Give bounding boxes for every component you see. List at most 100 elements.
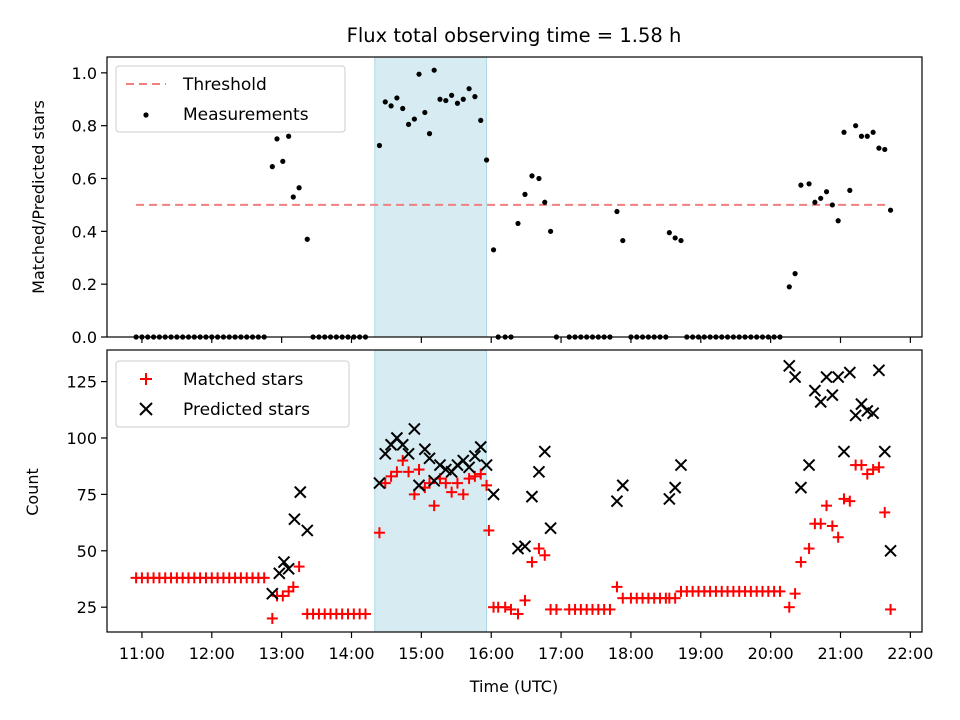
measurement-point [388, 103, 394, 109]
predicted-star-point [402, 447, 415, 460]
matched-star-point [669, 592, 681, 604]
measurement-point [847, 187, 853, 193]
measurement-point [472, 94, 478, 100]
matched-star-point [475, 468, 487, 480]
measurement-point [542, 199, 548, 205]
y-tick-label: 0.0 [72, 328, 97, 347]
measurement-point [870, 129, 876, 135]
measurement-point [887, 207, 894, 213]
measurement-point [426, 131, 433, 137]
x-tick-label: 19:00 [678, 644, 724, 663]
y-tick-label: 0.6 [72, 170, 97, 189]
measurement-point [786, 284, 792, 290]
matched-star-point [815, 518, 827, 530]
legend-matched-label: Matched stars [183, 370, 303, 390]
measurement-point [411, 116, 417, 122]
predicted-star-point [610, 494, 624, 508]
bottom-panel: 25 50 75 100 125 11:00 12:00 13:00 14:00 15:00 16… [23, 349, 933, 696]
matched-star-point [512, 608, 524, 620]
predicted-star-point [288, 512, 301, 526]
matched-star-point [440, 477, 452, 489]
legend-predicted-swatch [139, 402, 153, 416]
measurement-point [460, 96, 466, 102]
predicted-star-point [544, 522, 557, 535]
predicted-star-point [820, 370, 833, 384]
matched-star-point [379, 477, 391, 489]
matched-star-point [277, 590, 289, 602]
matched-star-point [789, 588, 801, 600]
measurement-point [290, 194, 296, 200]
measurement-point [382, 99, 388, 105]
legend-matched-swatch [140, 373, 152, 385]
matched-star-point [505, 603, 517, 615]
legend-measurements-swatch [143, 112, 149, 118]
matched-star-point [539, 549, 551, 561]
predicted-star-point [837, 445, 851, 458]
measurement-point [672, 235, 678, 241]
measurement-point [515, 220, 521, 227]
measurement-point [422, 109, 428, 116]
predicted-star-point [849, 409, 862, 422]
x-tick-label: 18:00 [608, 644, 654, 663]
measurement-point [466, 86, 472, 92]
measurement-point [547, 228, 554, 234]
predicted-star-point [277, 555, 291, 569]
matched-star-point [526, 556, 538, 568]
x-tick-label: 22:00 [887, 644, 933, 663]
bottom-axes-frame [106, 349, 923, 633]
matched-star-point [550, 603, 562, 615]
measurement-point [529, 173, 535, 179]
measurement-point [876, 145, 882, 151]
measurement-point [853, 123, 859, 129]
predicted-star-point [423, 452, 436, 465]
measurement-point [483, 157, 490, 163]
predicted-star-point [668, 481, 682, 494]
measurement-point [620, 237, 626, 244]
measurement-point [400, 105, 406, 112]
matched-star-point [832, 531, 844, 543]
y-tick-label: 50 [77, 542, 97, 561]
measurement-point [829, 202, 835, 208]
measurement-point [431, 67, 437, 73]
y-tick-label: 0.2 [72, 275, 97, 294]
matched-star-point [519, 594, 531, 606]
predicted-star-point [826, 388, 839, 402]
matched-star-point [469, 470, 481, 482]
legend-predicted-label: Predicted stars [183, 400, 310, 420]
matched-star-point [413, 464, 425, 476]
top-x-ticks [141, 337, 911, 343]
predicted-star-point [480, 458, 493, 472]
predicted-star-point [487, 488, 500, 501]
y-tick-label: 125 [66, 373, 97, 392]
matched-star-point [258, 572, 270, 584]
y-tick-label: 100 [66, 429, 97, 448]
matched-star-point [867, 464, 879, 476]
measurement-point [376, 142, 383, 149]
matched-star-point [391, 466, 403, 478]
top-legend-box [115, 65, 346, 133]
measurement-point [798, 182, 804, 188]
predicted-star-point [525, 490, 539, 503]
top-legend: Threshold Measurements [115, 65, 346, 133]
matched-star-point [499, 601, 511, 613]
measurement-point [274, 136, 280, 142]
matched-star-point [385, 470, 397, 482]
predicted-star-point [468, 449, 482, 463]
measurement-point [490, 247, 497, 253]
measurement-point [678, 237, 684, 244]
matched-star-point [397, 455, 409, 467]
matched-star-point [463, 473, 475, 485]
matched-star-point [879, 506, 891, 518]
predicted-star-point [831, 370, 845, 384]
measurement-point [437, 96, 443, 102]
predicted-star-point [396, 438, 409, 451]
measurement-point [454, 100, 461, 106]
measurement-point [443, 97, 449, 104]
matched-star-point [481, 479, 493, 491]
predicted-star-point [474, 440, 487, 454]
x-tick-label: 12:00 [189, 644, 235, 663]
predicted-star-point [532, 465, 546, 479]
measurement-point [394, 95, 400, 101]
measurement-point [882, 146, 888, 153]
